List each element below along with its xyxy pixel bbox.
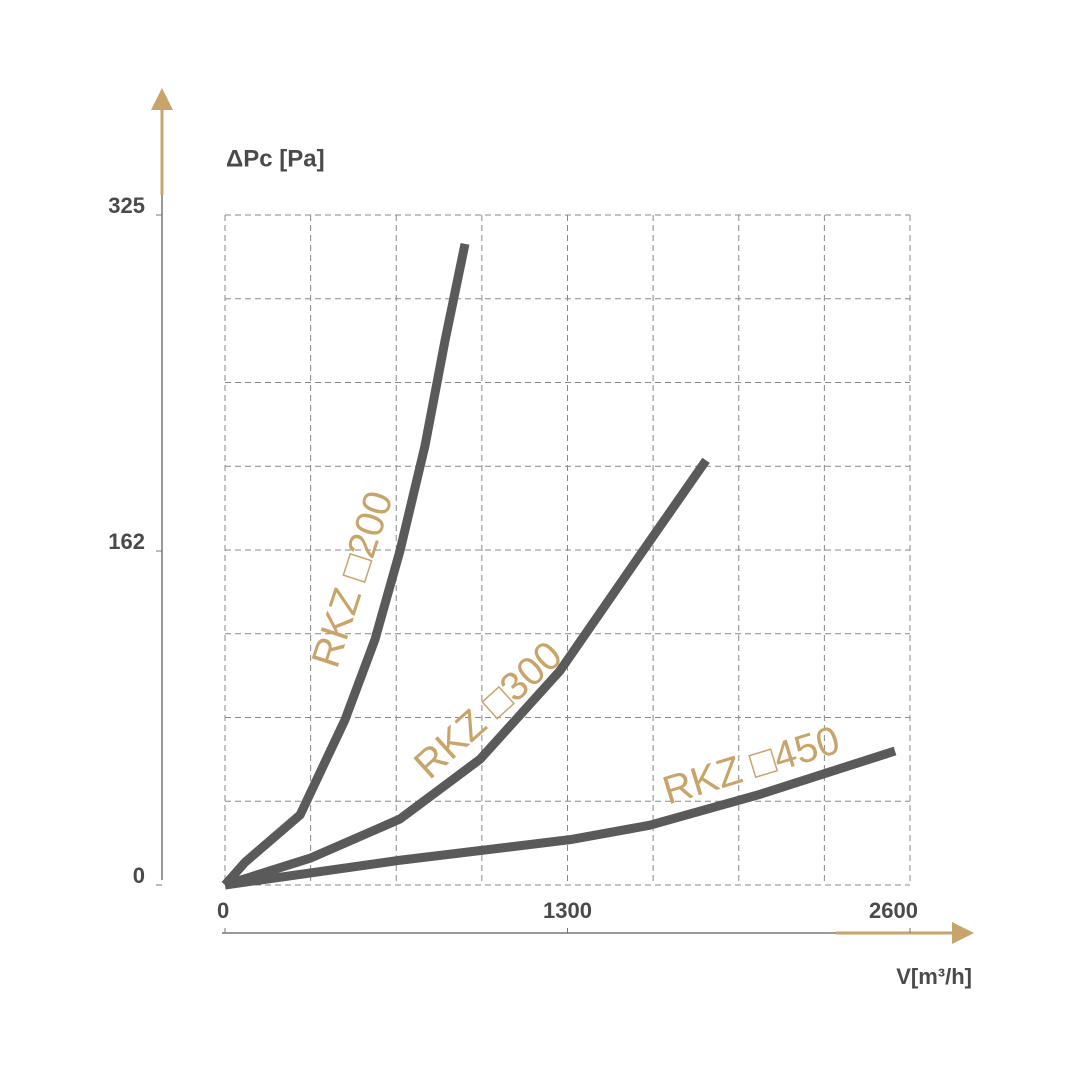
x-axis-title: V[m³/h]	[896, 964, 972, 989]
x-tick-label: 2600	[869, 898, 918, 923]
y-tick-label: 162	[108, 529, 145, 554]
series-label: RKZ □200	[304, 486, 402, 673]
series-line	[221, 242, 470, 888]
grid	[224, 214, 911, 886]
x-arrow-head	[952, 922, 974, 944]
series-line	[223, 457, 710, 890]
y-tick-label: 325	[108, 193, 145, 218]
series-line	[224, 746, 897, 890]
y-arrow-head	[151, 88, 173, 110]
y-axis-title: ΔPc [Pa]	[226, 145, 325, 172]
x-tick-label: 0	[217, 898, 229, 923]
series-label: RKZ □300	[406, 633, 571, 787]
y-tick-label: 0	[133, 863, 145, 888]
x-tick-label: 1300	[543, 898, 592, 923]
